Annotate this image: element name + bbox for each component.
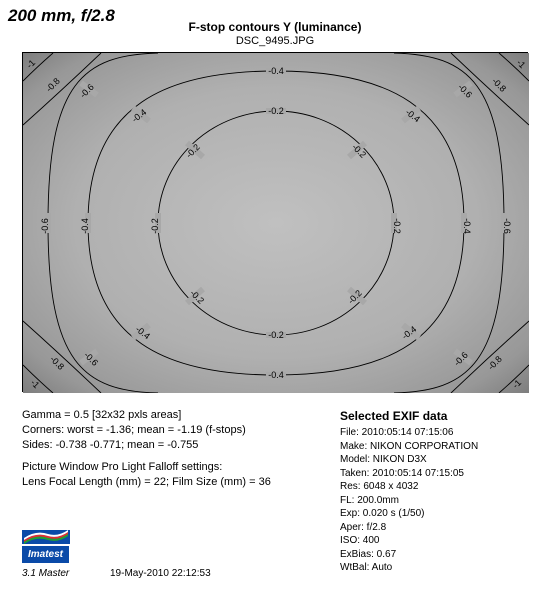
- measurement-info: Gamma = 0.5 [32x32 pxls areas] Corners: …: [22, 408, 246, 453]
- exif-row: Aper: f/2.8: [340, 521, 478, 535]
- contour-label: -0.6: [502, 218, 512, 234]
- imatest-logo: Imatest: [22, 530, 70, 563]
- version-label: 3.1 Master: [22, 568, 69, 579]
- exif-row: Res: 6048 x 4032: [340, 480, 478, 494]
- exif-row: ExBias: 0.67: [340, 548, 478, 562]
- exif-row: Model: NIKON D3X: [340, 453, 478, 467]
- contour-label: -0.4: [268, 370, 284, 380]
- timestamp-label: 19-May-2010 22:12:53: [110, 568, 211, 579]
- contour-label: -0.6: [40, 218, 50, 234]
- contour-label: -0.2: [392, 218, 402, 234]
- contour-label: -0.2: [150, 218, 160, 234]
- contour-label: -0.4: [462, 218, 472, 234]
- sides-line: Sides: -0.738 -0.771; mean = -0.755: [22, 438, 246, 453]
- logo-text: Imatest: [22, 546, 69, 563]
- exif-row: FL: 200.0mm: [340, 494, 478, 508]
- contour-label: -0.4: [80, 218, 90, 234]
- exif-row: Make: NIKON CORPORATION: [340, 440, 478, 454]
- gamma-line: Gamma = 0.5 [32x32 pxls areas]: [22, 408, 246, 423]
- exif-row: WtBal: Auto: [340, 561, 478, 575]
- contour-chart: -0.2 -0.2 -0.2 -0.2 -0.2 -0.2 -0.2 -0.2 …: [22, 52, 528, 392]
- contour-label: -0.4: [268, 66, 284, 76]
- chart-filename: DSC_9495.JPG: [0, 35, 550, 47]
- exif-row: Exp: 0.020 s (1/50): [340, 507, 478, 521]
- pw-title: Picture Window Pro Light Falloff setting…: [22, 460, 271, 475]
- contour-label: -0.2: [268, 330, 284, 340]
- exif-row: File: 2010:05:14 07:15:06: [340, 426, 478, 440]
- picture-window-info: Picture Window Pro Light Falloff setting…: [22, 460, 271, 490]
- exif-row: ISO: 400: [340, 534, 478, 548]
- chart-title: F-stop contours Y (luminance): [0, 20, 550, 34]
- pw-line: Lens Focal Length (mm) = 22; Film Size (…: [22, 475, 271, 490]
- exif-panel: Selected EXIF data File: 2010:05:14 07:1…: [340, 408, 478, 575]
- exif-title: Selected EXIF data: [340, 408, 478, 424]
- corners-line: Corners: worst = -1.36; mean = -1.19 (f-…: [22, 423, 246, 438]
- contour-label: -0.2: [268, 106, 284, 116]
- exif-row: Taken: 2010:05:14 07:15:05: [340, 467, 478, 481]
